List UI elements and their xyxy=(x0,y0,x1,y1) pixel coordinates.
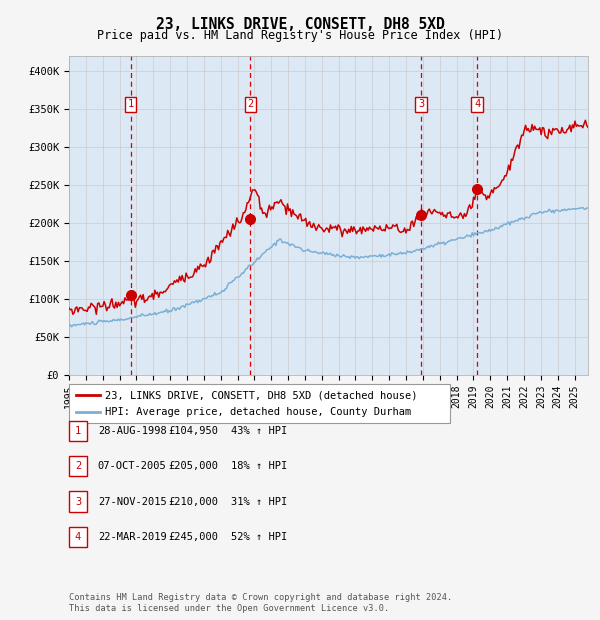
Text: 3: 3 xyxy=(75,497,81,507)
Text: £104,950: £104,950 xyxy=(168,426,218,436)
Text: 1: 1 xyxy=(75,426,81,436)
Text: £210,000: £210,000 xyxy=(168,497,218,507)
Text: 4: 4 xyxy=(474,99,480,110)
Text: £245,000: £245,000 xyxy=(168,532,218,542)
Text: 27-NOV-2015: 27-NOV-2015 xyxy=(98,497,167,507)
Text: Contains HM Land Registry data © Crown copyright and database right 2024.
This d: Contains HM Land Registry data © Crown c… xyxy=(69,593,452,613)
Text: 3: 3 xyxy=(418,99,424,110)
Text: 52% ↑ HPI: 52% ↑ HPI xyxy=(231,532,287,542)
Text: 22-MAR-2019: 22-MAR-2019 xyxy=(98,532,167,542)
Text: 07-OCT-2005: 07-OCT-2005 xyxy=(98,461,167,471)
Text: 28-AUG-1998: 28-AUG-1998 xyxy=(98,426,167,436)
Text: 2: 2 xyxy=(247,99,254,110)
Text: HPI: Average price, detached house, County Durham: HPI: Average price, detached house, Coun… xyxy=(105,407,411,417)
Text: 2: 2 xyxy=(75,461,81,471)
Text: 43% ↑ HPI: 43% ↑ HPI xyxy=(231,426,287,436)
Text: £205,000: £205,000 xyxy=(168,461,218,471)
Text: 4: 4 xyxy=(75,532,81,542)
Text: 31% ↑ HPI: 31% ↑ HPI xyxy=(231,497,287,507)
Text: 23, LINKS DRIVE, CONSETT, DH8 5XD (detached house): 23, LINKS DRIVE, CONSETT, DH8 5XD (detac… xyxy=(105,390,418,400)
Text: 1: 1 xyxy=(127,99,134,110)
Text: 18% ↑ HPI: 18% ↑ HPI xyxy=(231,461,287,471)
Text: 23, LINKS DRIVE, CONSETT, DH8 5XD: 23, LINKS DRIVE, CONSETT, DH8 5XD xyxy=(155,17,445,32)
Text: Price paid vs. HM Land Registry's House Price Index (HPI): Price paid vs. HM Land Registry's House … xyxy=(97,30,503,42)
